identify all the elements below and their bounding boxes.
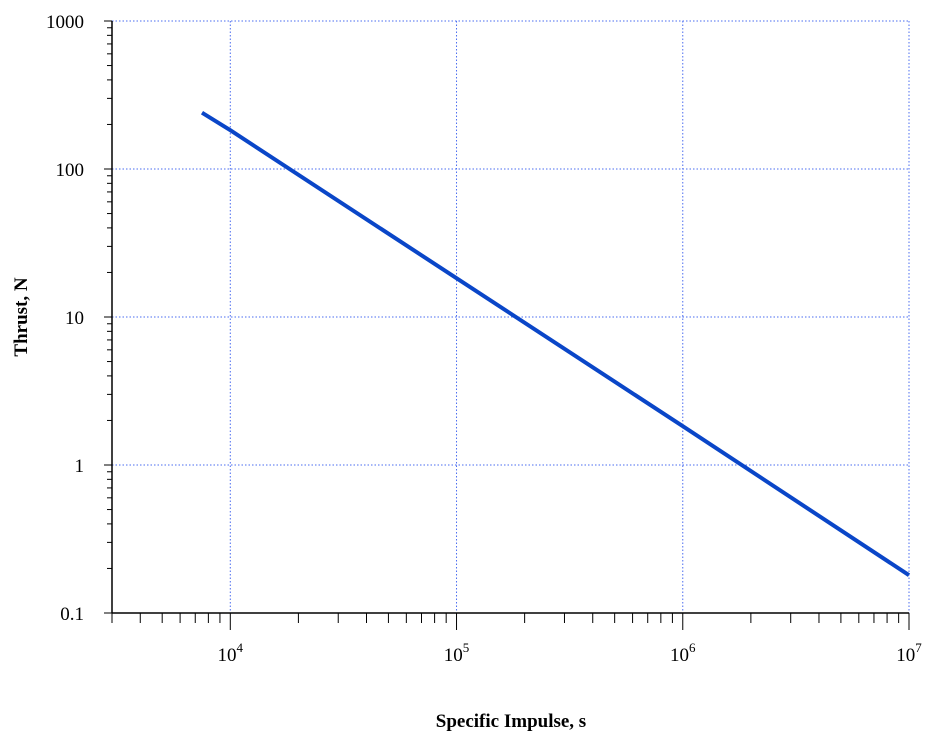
x-axis-title: Specific Impulse, s — [436, 711, 586, 732]
y-tick-label: 1 — [75, 456, 85, 477]
x-tick-label: 105 — [444, 640, 470, 666]
x-tick-label: 106 — [670, 640, 696, 666]
tick-marks — [104, 20, 910, 630]
y-axis-title: Thrust, N — [11, 277, 32, 356]
y-tick-labels: 0.1 1 10 100 1000 — [46, 12, 84, 625]
data-series — [200, 110, 911, 577]
grid-lines — [112, 20, 910, 614]
y-tick-label: 10 — [65, 308, 84, 329]
x-tick-label: 104 — [218, 640, 244, 666]
y-tick-label: 100 — [56, 160, 85, 181]
series-line — [200, 110, 911, 577]
y-tick-label: 0.1 — [60, 604, 84, 625]
y-tick-label: 1000 — [46, 12, 84, 33]
x-tick-label: 107 — [896, 640, 922, 666]
x-tick-labels: 104 105 106 107 — [218, 640, 923, 666]
